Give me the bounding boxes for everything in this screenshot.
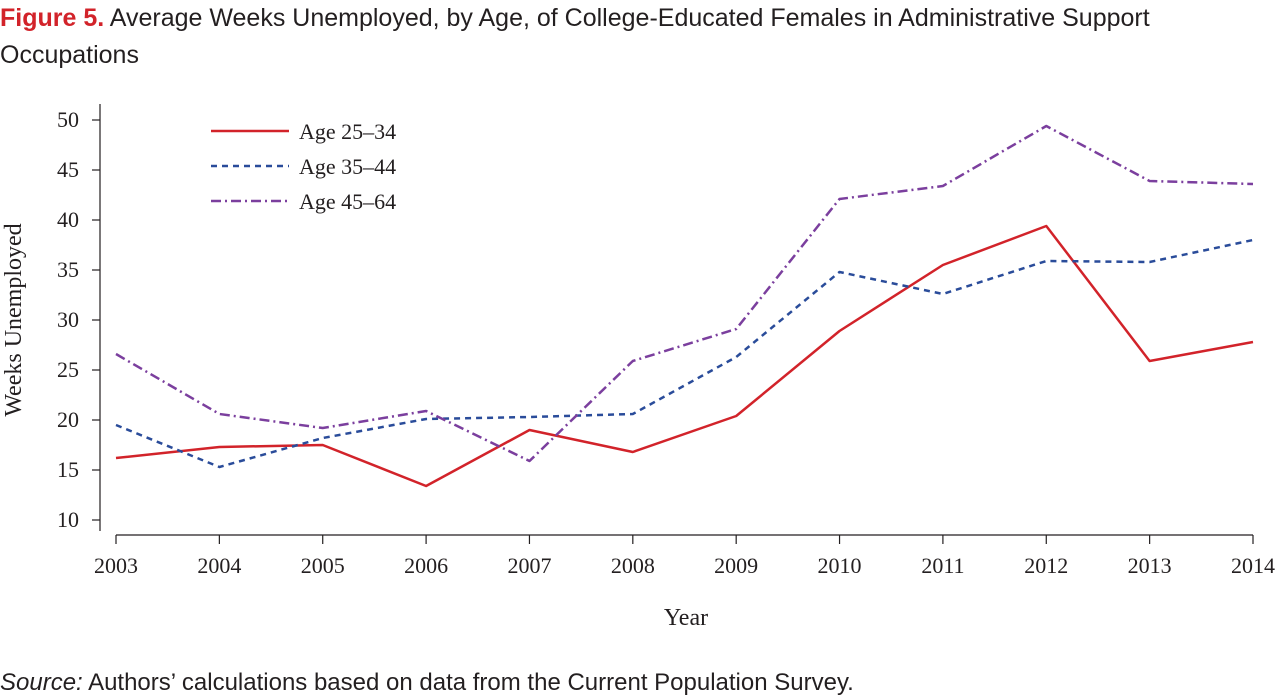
series-line: [115, 238, 1254, 469]
legend-entry: Age 25–34: [299, 119, 396, 144]
line-chart: 10 15 20 25 30 35 40 45 50 2003 2004 2005 2006 2007 20…: [1, 104, 1275, 631]
y-tick-label: 15: [57, 457, 79, 482]
source-note: Source: Authors’ calculations based on d…: [0, 668, 854, 698]
series-line: [115, 124, 1254, 463]
y-axis-label: Weeks Unemployed: [1, 223, 27, 416]
legend-entry: Age 45–64: [299, 189, 396, 214]
figure-label: Figure 5.: [0, 4, 105, 32]
x-tick-label: 2004: [197, 553, 241, 578]
x-tick-label: 2003: [94, 553, 138, 578]
y-tick-label: 10: [57, 507, 79, 532]
y-tick-label: 40: [57, 207, 79, 232]
series-line: [115, 224, 1254, 488]
x-tick-label: 2009: [714, 553, 758, 578]
x-axis-label: Year: [664, 605, 708, 631]
figure-title-text: Average Weeks Unemployed, by Age, of Col…: [0, 4, 1150, 69]
x-tick-label: 2008: [611, 553, 655, 578]
x-tick-label: 2007: [507, 553, 551, 578]
source-text: Authors’ calculations based on data from…: [88, 669, 854, 696]
source-label: Source:: [0, 669, 83, 696]
chart-axes: 10 15 20 25 30 35 40 45 50 2003 2004 2005 2006 2007 20…: [57, 104, 1275, 578]
x-tick-label: 2011: [921, 553, 964, 578]
x-tick-label: 2014: [1231, 553, 1275, 578]
chart-series: [115, 124, 1254, 488]
y-tick-label: 20: [57, 407, 79, 432]
x-tick-label: 2012: [1024, 553, 1068, 578]
y-tick-label: 50: [57, 107, 79, 132]
legend-entry: Age 35–44: [299, 154, 396, 179]
chart-legend: Age 25–34 Age 35–44 Age 45–64: [211, 119, 396, 214]
figure-title: Figure 5. Average Weeks Unemployed, by A…: [0, 0, 1240, 74]
y-tick-label: 30: [57, 307, 79, 332]
x-tick-label: 2013: [1128, 553, 1172, 578]
y-tick-label: 35: [57, 257, 79, 282]
y-tick-label: 25: [57, 357, 79, 382]
x-tick-label: 2005: [301, 553, 345, 578]
x-tick-label: 2010: [818, 553, 862, 578]
y-tick-label: 45: [57, 157, 79, 182]
x-tick-label: 2006: [404, 553, 448, 578]
